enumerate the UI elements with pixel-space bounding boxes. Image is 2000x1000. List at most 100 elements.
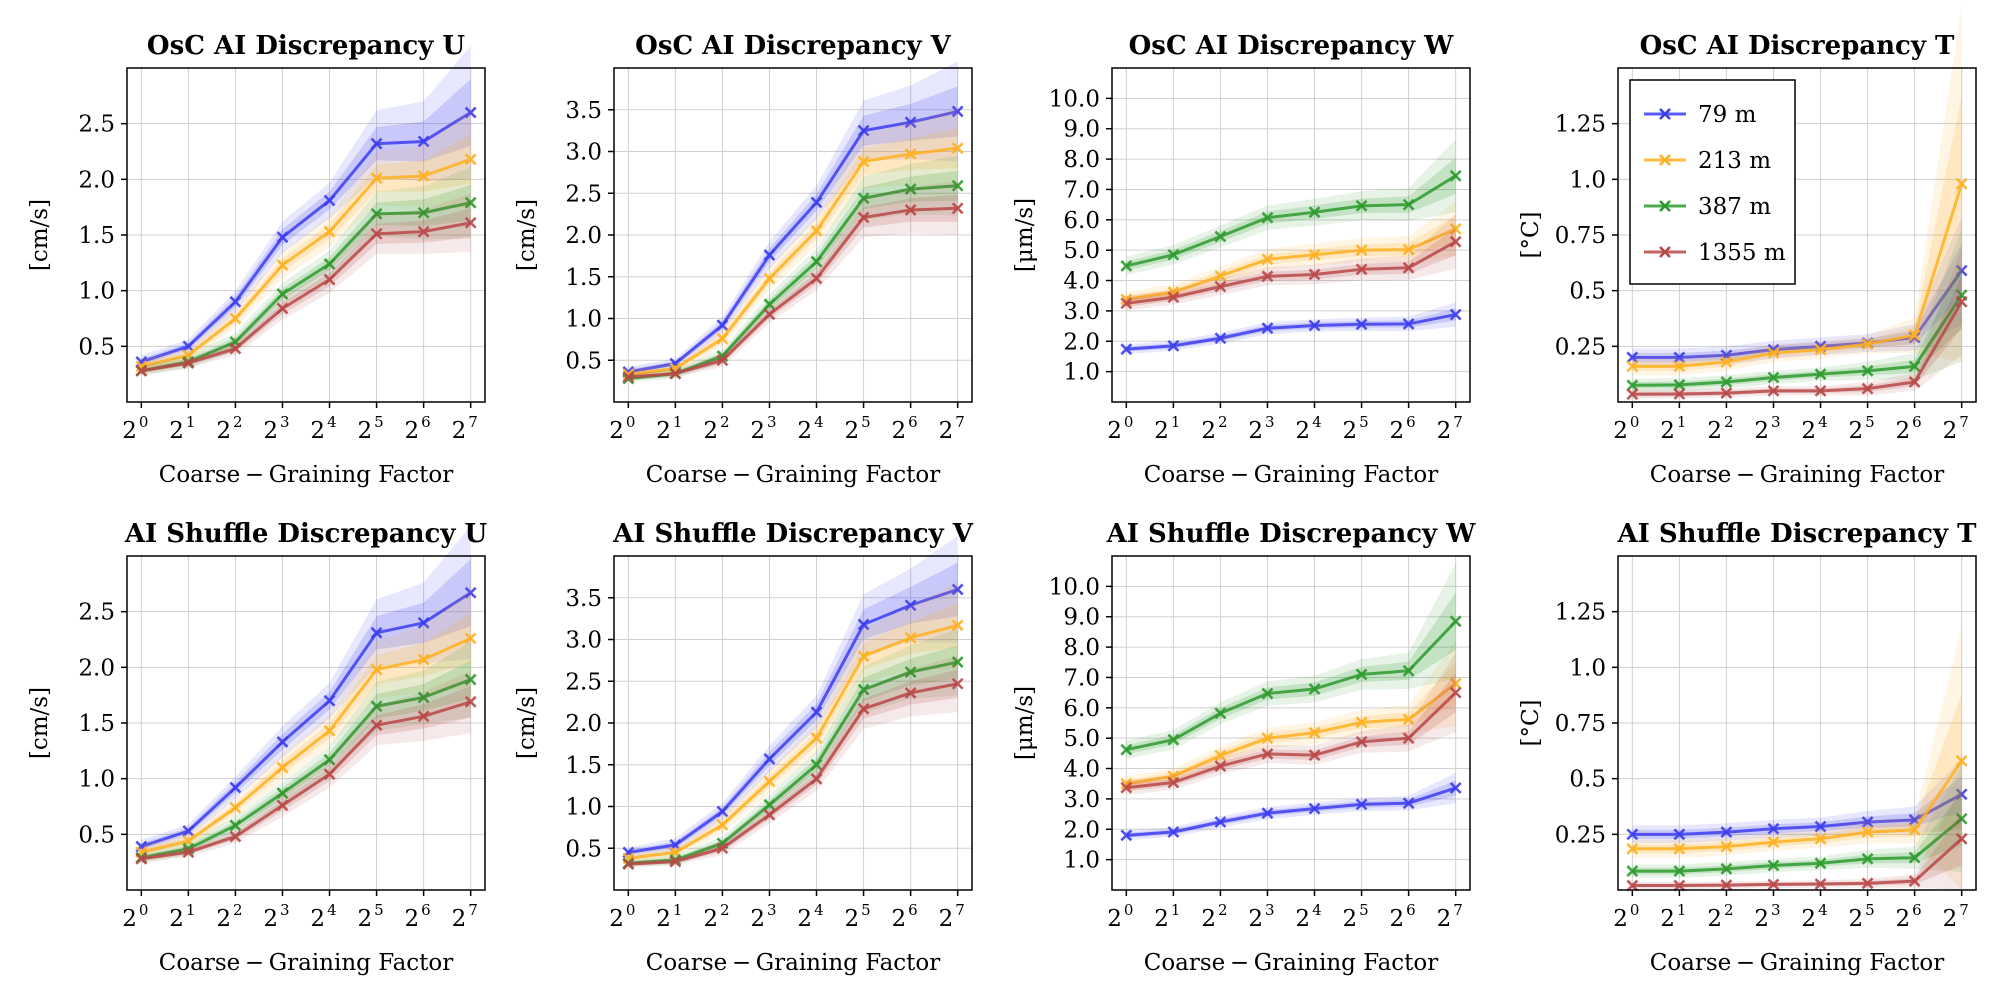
chart-3-ytick-label: 10.0 (1049, 86, 1100, 112)
chart-8-marker-4 (1908, 875, 1921, 888)
chart-2-marker-1 (763, 249, 776, 261)
chart-8-marker-3 (1720, 862, 1733, 875)
chart-2-line-1 (628, 109, 959, 374)
chart-1-marker-1 (276, 231, 289, 244)
chart-5-line-3 (141, 678, 472, 860)
chart-7-ytick-label: 4.0 (1063, 757, 1100, 783)
chart-4-marker-4 (1767, 384, 1780, 397)
chart-3-marker-1 (1449, 308, 1462, 321)
legend-label-1: 79 m (1698, 102, 1757, 128)
chart-8-marker-1 (1955, 788, 1968, 801)
chart-7-marker-2 (1261, 732, 1274, 745)
chart-6-marker-4 (669, 855, 682, 868)
chart-3-marker-1 (1402, 318, 1415, 330)
chart-3-band-4 (1126, 228, 1456, 307)
chart-8-ytick-label: 1.25 (1555, 600, 1606, 626)
chart-8-band-2 (1632, 627, 1962, 890)
chart-7-marker-1 (1308, 802, 1321, 815)
chart-8-line-4 (1632, 837, 1963, 888)
chart-6-ytick-label: 3.0 (565, 628, 602, 654)
chart-6-marker-3 (904, 666, 917, 678)
chart-5-marker-2 (464, 632, 477, 645)
chart-8-ytick-label: 0.5 (1569, 767, 1606, 793)
chart-7-marker-3 (1402, 664, 1415, 677)
chart-8-marker-2 (1767, 836, 1780, 849)
chart-1-marker-1 (323, 194, 336, 207)
chart-7-ytick-label: 8.0 (1063, 635, 1100, 661)
chart-7-frame (1111, 555, 1471, 891)
chart-6-marker-3 (951, 656, 964, 668)
chart-6-marker-4 (904, 687, 917, 699)
chart-4-marker-2 (1908, 329, 1921, 342)
chart-1-marker-2 (323, 225, 336, 238)
chart-1-marker-3 (323, 258, 336, 270)
chart-2-band-3 (628, 170, 958, 381)
chart-7-ylabel: [μm/s] (1012, 686, 1038, 760)
chart-8-marker-3 (1908, 851, 1921, 864)
chart-7-marker-1 (1167, 826, 1180, 838)
chart-6-ylabel: [cm/s] (514, 687, 540, 759)
chart-6-band-1 (628, 562, 958, 855)
chart-8-marker-3 (1861, 852, 1874, 865)
chart-7-band-2 (1126, 641, 1456, 792)
chart-7-marker-1 (1214, 816, 1227, 828)
chart-2-xlabel: Coarse − Graining Factor (646, 462, 941, 488)
chart-1-ytick-label: 2.5 (78, 112, 115, 138)
chart-1-ylabel: [cm/s] (27, 199, 53, 271)
chart-7-ytick-label: 9.0 (1063, 605, 1100, 631)
chart-3-ytick-label: 6.0 (1063, 208, 1100, 234)
chart-3-ytick-label: 3.0 (1063, 299, 1100, 325)
chart-1-marker-4 (135, 364, 148, 377)
chart-2-marker-1 (857, 124, 870, 137)
chart-7-marker-3 (1214, 707, 1227, 720)
chart-3-marker-2 (1402, 243, 1415, 256)
chart-4-marker-1 (1673, 351, 1686, 364)
chart-8-marker-2 (1814, 832, 1827, 845)
chart-8-marker-4 (1814, 878, 1827, 890)
chart-8-marker-2 (1720, 840, 1733, 853)
chart-5-marker-1 (464, 586, 477, 599)
chart-8-marker-4 (1720, 879, 1733, 892)
chart-2-marker-3 (951, 179, 964, 192)
chart-2-marker-1 (810, 196, 823, 209)
chart-4-ytick-label: 0.25 (1555, 334, 1606, 360)
chart-4-marker-2 (1955, 177, 1968, 190)
chart-5-marker-4 (276, 799, 289, 812)
chart-3-marker-4 (1261, 270, 1274, 283)
chart-3-marker-2 (1355, 244, 1368, 257)
chart-4-marker-4 (1626, 388, 1639, 401)
chart-5-marker-3 (370, 700, 383, 713)
chart-8-marker-1 (1720, 826, 1733, 839)
chart-2-marker-4 (716, 354, 729, 367)
chart-2-marker-2 (716, 332, 729, 345)
chart-5-band-2 (141, 589, 471, 859)
chart-8-marker-2 (1955, 754, 1968, 767)
chart-4-marker-2 (1767, 347, 1780, 359)
chart-4-marker-3 (1626, 379, 1639, 392)
chart-8-marker-3 (1767, 859, 1780, 872)
chart-7-line-4 (1126, 691, 1457, 790)
chart-3-line-4 (1126, 240, 1457, 305)
chart-4-line-2 (1632, 183, 1964, 368)
chart-4-marker-4 (1908, 376, 1921, 388)
chart-3-marker-2 (1214, 270, 1227, 282)
chart-6-marker-1 (763, 752, 776, 765)
